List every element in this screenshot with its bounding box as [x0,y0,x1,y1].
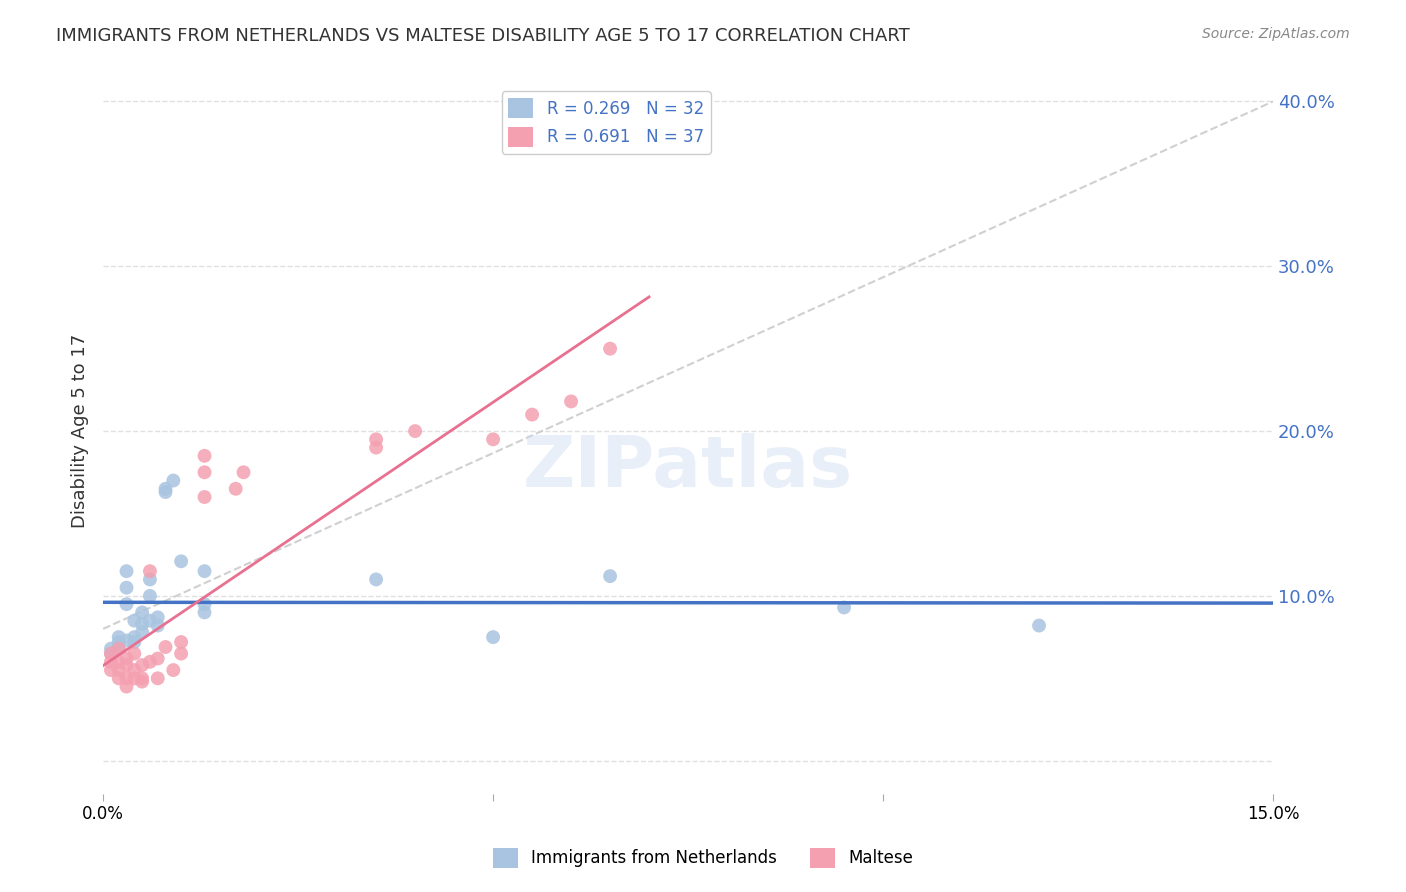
Point [124,630,146,644]
Point [115,658,138,673]
Point [193,490,215,504]
Point [100,641,122,656]
Point [139,564,162,578]
Point [193,465,215,479]
Point [482,630,505,644]
Point [115,597,138,611]
Point [146,671,169,685]
Point [599,569,621,583]
Point [131,616,153,631]
Point [193,449,215,463]
Point [124,614,146,628]
Point [131,625,153,640]
Point [100,663,122,677]
Point [124,647,146,661]
Point [124,671,146,685]
Point [107,635,129,649]
Point [599,342,621,356]
Point [482,433,505,447]
Text: Source: ZipAtlas.com: Source: ZipAtlas.com [1202,27,1350,41]
Point [131,671,153,685]
Point [139,614,162,628]
Point [1028,618,1050,632]
Point [155,482,177,496]
Legend: R = 0.269   N = 32, R = 0.691   N = 37: R = 0.269 N = 32, R = 0.691 N = 37 [502,91,710,153]
Point [115,633,138,648]
Point [364,433,387,447]
Point [193,597,215,611]
Point [115,651,138,665]
Point [404,424,426,438]
Point [146,651,169,665]
Point [107,641,129,656]
Point [560,394,582,409]
Point [107,630,129,644]
Point [520,408,543,422]
Text: IMMIGRANTS FROM NETHERLANDS VS MALTESE DISABILITY AGE 5 TO 17 CORRELATION CHART: IMMIGRANTS FROM NETHERLANDS VS MALTESE D… [56,27,910,45]
Point [124,663,146,677]
Point [100,647,122,661]
Point [131,658,153,673]
Point [170,554,193,568]
Point [193,564,215,578]
Point [155,640,177,654]
Point [232,465,254,479]
Point [107,663,129,677]
Point [364,441,387,455]
Point [155,485,177,500]
Point [162,474,184,488]
Point [124,635,146,649]
Point [193,606,215,620]
Point [131,674,153,689]
Legend: Immigrants from Netherlands, Maltese: Immigrants from Netherlands, Maltese [486,841,920,875]
Point [100,647,122,661]
Text: ZIPatlas: ZIPatlas [523,433,853,502]
Point [832,600,855,615]
Point [162,663,184,677]
Point [139,573,162,587]
Point [115,564,138,578]
Point [107,671,129,685]
Point [139,655,162,669]
Point [131,606,153,620]
Point [170,647,193,661]
Point [115,671,138,685]
Point [170,635,193,649]
Point [139,589,162,603]
Point [107,655,129,669]
Point [364,573,387,587]
Point [146,618,169,632]
Point [146,610,169,624]
Point [107,641,129,656]
Y-axis label: Disability Age 5 to 17: Disability Age 5 to 17 [72,334,89,528]
Point [225,482,247,496]
Point [115,581,138,595]
Point [115,680,138,694]
Point [100,655,122,669]
